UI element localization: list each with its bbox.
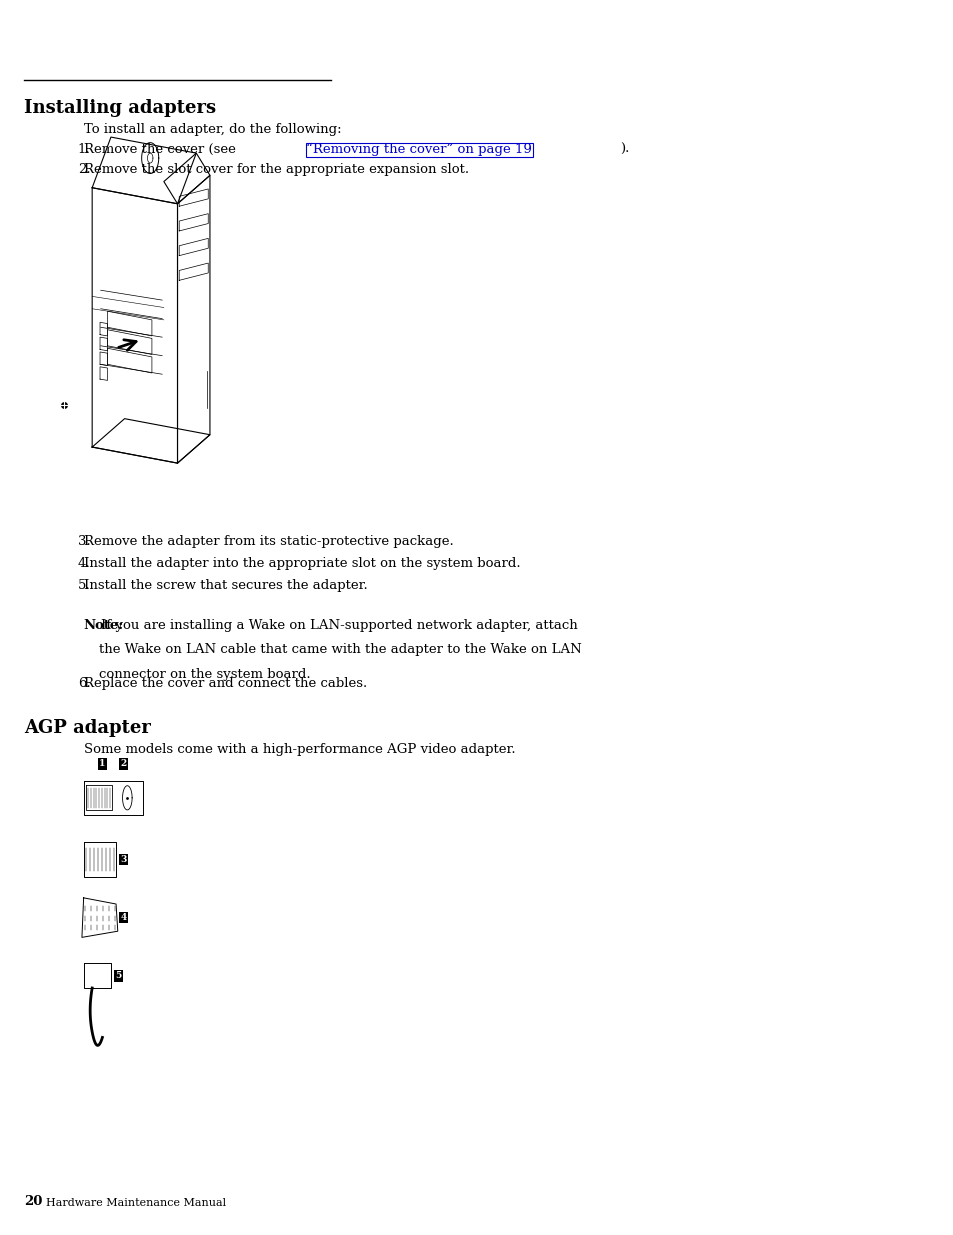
Text: Hardware Maintenance Manual: Hardware Maintenance Manual [46,1198,226,1208]
Text: 4.: 4. [78,557,91,571]
Text: Note:: Note: [84,619,124,632]
Text: Install the adapter into the appropriate slot on the system board.: Install the adapter into the appropriate… [84,557,519,571]
Text: 3: 3 [120,855,127,864]
Text: 1.: 1. [78,143,91,157]
Text: 5.: 5. [78,579,91,593]
Text: “Removing the cover” on page 19: “Removing the cover” on page 19 [306,143,532,157]
Text: 1: 1 [99,760,106,768]
Text: Some models come with a high-performance AGP video adapter.: Some models come with a high-performance… [84,743,515,757]
Text: connector on the system board.: connector on the system board. [99,668,311,682]
Text: 2: 2 [121,760,127,768]
Text: Remove the cover (see: Remove the cover (see [84,143,239,157]
Text: Remove the adapter from its static-protective package.: Remove the adapter from its static-prote… [84,535,453,548]
Text: the Wake on LAN cable that came with the adapter to the Wake on LAN: the Wake on LAN cable that came with the… [99,643,581,657]
Text: If you are installing a Wake on LAN-supported network adapter, attach: If you are installing a Wake on LAN-supp… [101,619,577,632]
Text: Install the screw that secures the adapter.: Install the screw that secures the adapt… [84,579,367,593]
Text: Installing adapters: Installing adapters [24,99,215,117]
Text: To install an adapter, do the following:: To install an adapter, do the following: [84,124,341,137]
Text: 3.: 3. [78,535,91,548]
Text: 4: 4 [120,913,127,923]
Text: 6.: 6. [78,677,91,690]
Text: Replace the cover and connect the cables.: Replace the cover and connect the cables… [84,677,367,690]
Text: 2.: 2. [78,163,91,177]
Text: Remove the slot cover for the appropriate expansion slot.: Remove the slot cover for the appropriat… [84,163,468,177]
Text: ).: ). [619,143,629,157]
Text: AGP adapter: AGP adapter [24,719,151,737]
Text: 20: 20 [24,1194,42,1208]
Text: 5: 5 [115,971,121,981]
